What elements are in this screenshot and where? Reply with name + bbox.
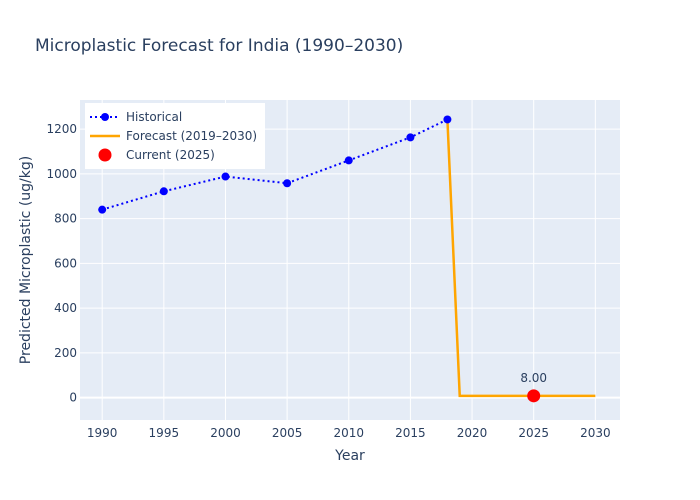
y-tick-label: 800: [54, 212, 77, 226]
legend-current-marker: [98, 148, 112, 162]
historical-point: [221, 172, 230, 181]
legend-current-label[interactable]: Current (2025): [126, 148, 215, 162]
y-tick-label: 400: [54, 301, 77, 315]
current-point: [527, 389, 541, 403]
x-tick-label: 1990: [87, 426, 118, 440]
historical-point: [344, 156, 353, 165]
historical-point: [159, 187, 168, 196]
tick-labels: 1990 1995 2000 2005 2010 2015 2020 2025 2030 0 200…: [46, 122, 610, 440]
current-value-label: 8.00: [520, 371, 547, 385]
chart-title: Microplastic Forecast for India (1990–20…: [35, 36, 403, 56]
gridlines: [80, 100, 620, 420]
legend-forecast-label[interactable]: Forecast (2019–2030): [126, 129, 257, 143]
historical-point: [98, 205, 107, 214]
y-tick-label: 600: [54, 256, 77, 270]
y-tick-label: 1000: [46, 167, 77, 181]
y-tick-label: 200: [54, 346, 77, 360]
legend-historical-label[interactable]: Historical: [126, 110, 182, 124]
historical-point: [406, 133, 415, 142]
historical-point: [283, 179, 292, 188]
x-tick-label: 2010: [333, 426, 364, 440]
x-tick-label: 2005: [272, 426, 303, 440]
x-tick-label: 2015: [395, 426, 426, 440]
x-tick-label: 1995: [149, 426, 180, 440]
y-tick-label: 1200: [46, 122, 77, 136]
legend-historical-marker: [101, 113, 109, 121]
y-axis-title: Predicted Microplastic (ug/kg): [18, 156, 34, 364]
y-tick-label: 0: [69, 391, 77, 405]
x-tick-label: 2025: [518, 426, 549, 440]
x-tick-label: 2000: [210, 426, 241, 440]
x-axis-title: Year: [334, 448, 365, 464]
historical-point: [443, 115, 452, 124]
legend[interactable]: Historical Forecast (2019–2030) Current (2…: [85, 103, 265, 169]
x-tick-label: 2020: [457, 426, 488, 440]
series-layer: 8.00: [98, 115, 596, 403]
x-tick-label: 2030: [580, 426, 611, 440]
forecast-line: [446, 119, 596, 398]
